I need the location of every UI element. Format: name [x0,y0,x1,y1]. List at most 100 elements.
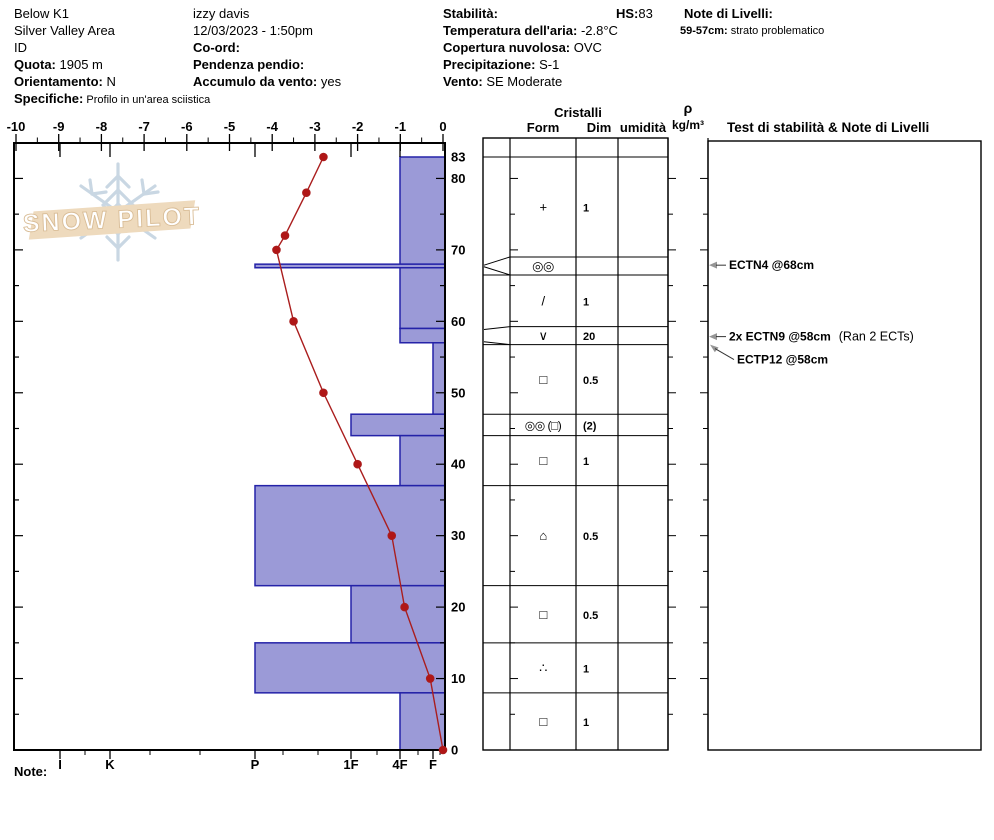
table-header-dim: Dim [587,120,612,135]
temp-tick-label: -6 [181,119,193,134]
temp-tick-label: -2 [352,119,364,134]
dim-value: 1 [583,296,589,308]
header-col-weather-field: Temperatura dell'aria: -2.8°C [443,23,618,38]
temp-tick-label: -5 [224,119,236,134]
field-value: OVC [570,40,602,55]
layer-note-item: 59-57cm: strato problematico [680,24,824,39]
dim-value: 0.5 [583,375,598,387]
layer-notes-title: Note di Livelli: [684,6,773,21]
logo-text: SNOW PILOT [22,202,201,238]
temp-tick-label: -9 [53,119,65,134]
dim-value: 0.5 [583,531,598,543]
header-col-observer-field: Accumulo da vento: yes [193,74,341,89]
dim-value: 1 [583,717,589,729]
hs-label: HS: [616,6,639,21]
snowpilot-logo: SNOW PILOT [22,162,202,262]
field-label: Accumulo da vento: [193,74,318,89]
temp-tick-label: -10 [7,119,26,134]
header-col-location-field: Below K1 [14,6,69,21]
header-col-observer-field: izzy davis [193,6,249,21]
form-symbol-melt-freeze-crust: ◎◎ [532,258,554,273]
test-result-label: ECTP12 @58cm [737,353,828,367]
dim-value: (2) [583,420,597,432]
temp-tick-label: -3 [309,119,321,134]
form-symbol-facets: □ [539,714,547,729]
dim-value: 20 [583,331,595,343]
hardness-label: 4F [392,757,407,772]
field-label: Quota: [14,57,56,72]
field-value: ID [14,40,27,55]
field-label: Orientamento: [14,74,103,89]
test-result-label: 2x ECTN9 @58cm (Ran 2 ECTs) [729,330,914,344]
temp-point-78cm [302,188,311,198]
hardness-bars [254,156,446,751]
header-col-observer-field: 12/03/2023 - 1:50pm [193,23,313,38]
temperature-axis: -10 -9 -8 -7 -6 -5 -4 -3 -2 -1 0 [7,119,447,157]
test-result-note: (Ran 2 ECTs) [839,330,914,344]
layer-bar-57-47cm [432,342,446,415]
form-symbol-decomposing-fragments: / [541,293,545,308]
form-symbol-crust-with-facets: ◎◎ (□) [525,418,562,432]
table-header-tests: Test di stabilità & Note di Livelli [727,120,929,135]
field-value: Profilo in un'area sciistica [83,94,211,106]
test-column-box [707,140,982,751]
depth-label: 0 [451,743,458,758]
dim-value: 1 [583,202,589,214]
form-symbol-facets: □ [539,453,547,468]
hardness-label: 1F [343,757,358,772]
header-col-location-field: ID [14,40,27,55]
form-symbol-precipitation-particles: + [539,199,546,214]
form-symbol-facets: □ [539,372,547,387]
temp-point-30cm [387,531,397,540]
form-symbol-rounding-facets: ⌂ [539,528,546,543]
hardness-label: F [429,757,437,772]
temp-point-72cm [280,231,290,240]
layer-bar-83-68cm [399,156,446,265]
header-col-location-field: Silver Valley Area [14,23,115,38]
layer-bar-37-23cm [254,484,446,587]
field-value: 1905 m [55,57,103,72]
field-label: Copertura nuvolosa: [443,40,571,55]
depth-label: 30 [451,528,465,543]
dim-value: 1 [583,663,589,675]
depth-label: 83 [451,150,465,165]
field-value: yes [317,74,342,89]
form-symbol-melt-forms-cluster: ∴ [539,660,547,675]
field-label: Pendenza pendio: [193,57,305,72]
layer-bar-47-44cm [350,413,446,437]
field-label: Specifiche: [14,91,84,106]
header-col-observer-field: Co-ord: [193,40,240,55]
temp-point-70cm [272,245,281,255]
depth-axis: 83 80 70 60 50 40 30 20 10 0 [14,150,465,758]
header-col-weather-field: Copertura nuvolosa: OVC [443,40,602,55]
hardness-label: I [58,757,62,772]
field-value: -2.8°C [577,23,618,38]
table-header-rho: ρ [684,100,693,116]
table-header-umidita: umidità [620,120,667,135]
test-leader-line [714,348,735,361]
hardness-label: K [105,757,115,772]
depth-label: 60 [451,314,465,329]
note-label: Note: [14,764,47,779]
table-header-rho-unit: kg/m³ [672,118,704,132]
field-value: Silver Valley Area [14,23,115,38]
layer-bar-15-8cm [254,642,446,694]
temp-point-0cm [438,745,448,755]
temp-point-20cm [400,602,409,612]
hs-value: 83 [638,6,653,21]
field-value: S-1 [535,57,560,72]
temperature-profile [272,152,448,755]
field-value: izzy davis [193,6,250,21]
header-col-observer-field: Pendenza pendio: [193,57,304,72]
note-label-text: Note: [14,764,48,779]
field-value: N [102,74,116,89]
temp-tick-label: -8 [96,119,108,134]
field-label: Stabilità: [443,6,498,21]
temp-tick-label: -7 [138,119,150,134]
layer-bar-59-57cm [399,327,446,344]
hardness-label: P [251,757,260,772]
temp-point-50cm [319,388,328,398]
temp-point-10cm [425,674,435,683]
